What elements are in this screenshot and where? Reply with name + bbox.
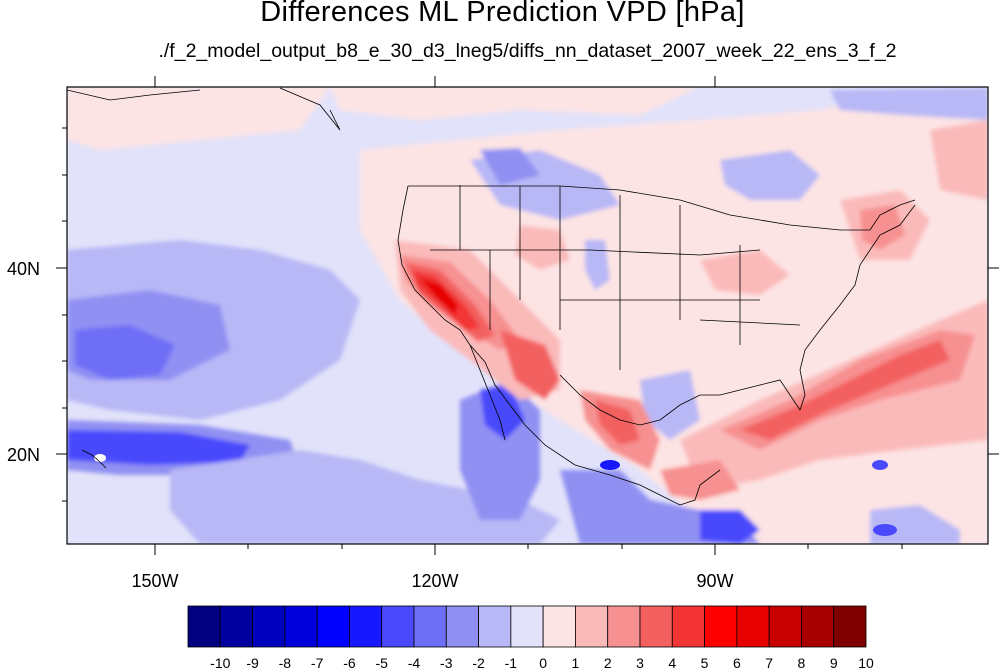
colorbar-swatch bbox=[316, 605, 350, 648]
axis-ticks bbox=[56, 76, 999, 555]
colorbar-swatch bbox=[252, 605, 286, 648]
colorbar-swatch bbox=[671, 605, 705, 648]
colorbar-label: 0 bbox=[539, 655, 547, 671]
map-title: Differences ML Prediction VPD [hPa] bbox=[260, 0, 745, 28]
colorbar-swatch bbox=[768, 605, 802, 648]
colorbar-swatch bbox=[607, 605, 641, 648]
lon-label-90w: 90W bbox=[696, 571, 733, 591]
colorbar-swatch bbox=[833, 605, 867, 648]
colorbar-label: 1 bbox=[572, 655, 580, 671]
lat-label-40n: 40N bbox=[7, 259, 40, 279]
colorbar-label: -5 bbox=[375, 655, 388, 671]
colorbar-label: 2 bbox=[604, 655, 612, 671]
lon-label-150w: 150W bbox=[131, 571, 178, 591]
colorbar-label: 3 bbox=[636, 655, 644, 671]
colorbar-label: -6 bbox=[343, 655, 356, 671]
colorbar-swatch bbox=[445, 605, 479, 648]
colorbar-label: -9 bbox=[246, 655, 259, 671]
colorbar-swatch bbox=[284, 605, 318, 648]
colorbar-swatch bbox=[381, 605, 415, 648]
colorbar-label: 4 bbox=[668, 655, 676, 671]
colorbar-label: -10 bbox=[210, 655, 230, 671]
colorbar-label: 5 bbox=[701, 655, 709, 671]
colorbar-swatch bbox=[639, 605, 673, 648]
colorbar-label: -1 bbox=[505, 655, 518, 671]
colorbar-swatch bbox=[219, 605, 253, 648]
colorbar-label: -4 bbox=[408, 655, 421, 671]
colorbar-swatch bbox=[736, 605, 770, 648]
colorbar-swatch bbox=[575, 605, 609, 648]
colorbar: -10 -9 -8 -7 -6 -5 -4 -3 -2 -1 0 1 2 3 4 5 6 7 8 9 10 bbox=[187, 605, 874, 671]
colorbar-swatch bbox=[349, 605, 383, 648]
colorbar-swatch bbox=[542, 605, 576, 648]
colorbar-swatch bbox=[801, 605, 835, 648]
colorbar-swatch bbox=[478, 605, 512, 648]
colorbar-swatch bbox=[413, 605, 447, 648]
colorbar-swatch bbox=[187, 605, 221, 648]
colorbar-label: 9 bbox=[830, 655, 838, 671]
colorbar-label: 7 bbox=[765, 655, 773, 671]
colorbar-label: 8 bbox=[798, 655, 806, 671]
colorbar-label: -2 bbox=[472, 655, 485, 671]
vpd-difference-field bbox=[67, 87, 988, 544]
coastlines bbox=[67, 87, 916, 506]
colorbar-label: -3 bbox=[440, 655, 453, 671]
lat-label-20n: 20N bbox=[7, 445, 40, 465]
colorbar-label: 10 bbox=[858, 655, 874, 671]
colorbar-swatch bbox=[704, 605, 738, 648]
colorbar-label: 6 bbox=[733, 655, 741, 671]
colorbar-label: -7 bbox=[311, 655, 324, 671]
colorbar-swatch bbox=[510, 605, 544, 648]
map-subtitle: ./f_2_model_output_b8_e_30_d3_lneg5/diff… bbox=[158, 40, 897, 62]
colorbar-label: -8 bbox=[279, 655, 292, 671]
lon-label-120w: 120W bbox=[411, 571, 458, 591]
